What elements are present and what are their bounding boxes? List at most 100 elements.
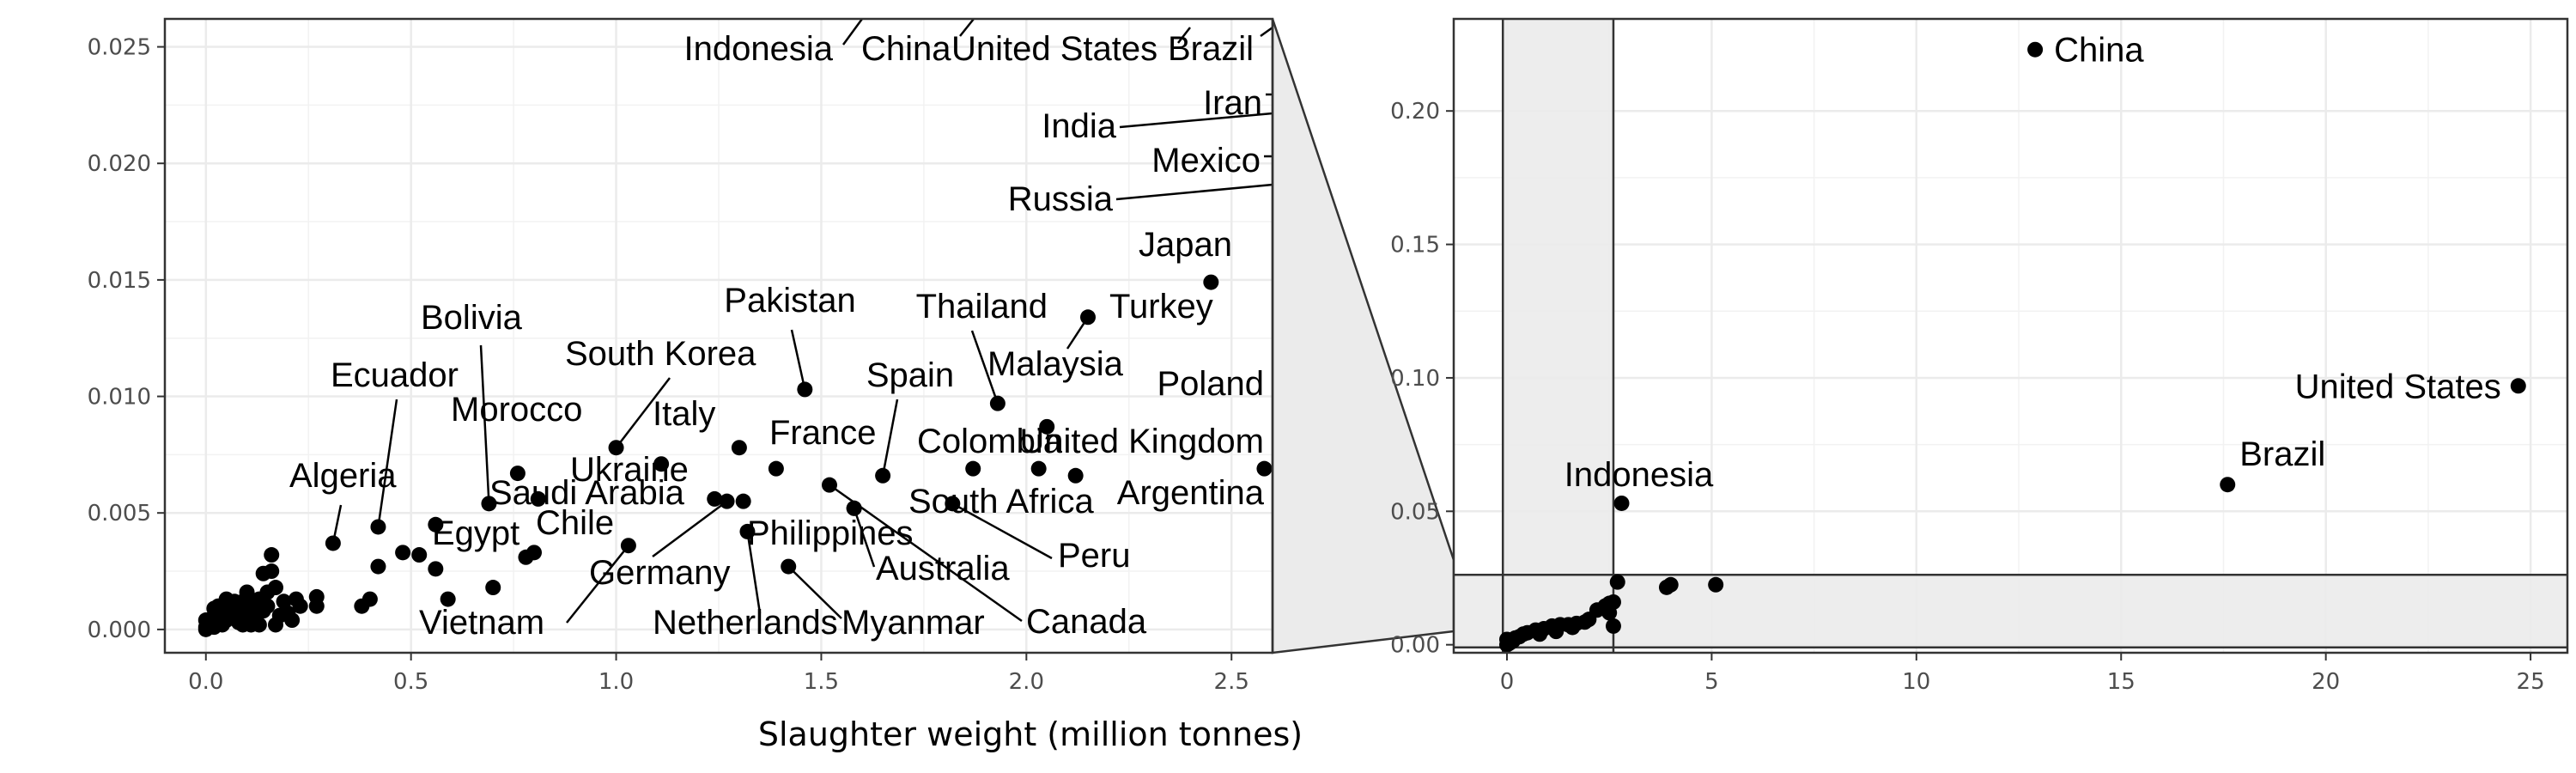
point-label: Egypt xyxy=(432,514,519,552)
data-point xyxy=(1532,626,1548,642)
x-axis-title: Slaughter weight (million tonnes) xyxy=(758,715,1303,753)
data-point xyxy=(526,545,542,561)
zoomed-panel-grid xyxy=(165,19,1273,653)
x-tick-label: 25 xyxy=(2517,669,2545,695)
zoom-highlight-region xyxy=(1454,19,2567,653)
leader-line xyxy=(970,330,999,405)
point-label: Colombia xyxy=(917,423,1063,460)
offscale-point-label: Mexico xyxy=(1151,142,1261,180)
leader-line xyxy=(1260,26,1273,38)
point-label: Japan xyxy=(1139,226,1232,264)
data-point xyxy=(1030,460,1047,477)
point-label: Pakistan xyxy=(724,282,855,320)
y-tick-label: 0.000 xyxy=(88,618,151,643)
x-tick-label: 1.5 xyxy=(804,669,839,695)
point-label: South Korea xyxy=(565,335,756,373)
data-point xyxy=(653,456,670,472)
leader-line xyxy=(951,502,1053,560)
x-tick-label: 0.0 xyxy=(188,669,223,695)
data-point xyxy=(1256,460,1273,477)
zoomed-panel-ticks: 0.0 0.5 1.0 1.5 2.0 2.5 0.000 0.005 0.010 0.015 0.… xyxy=(88,35,1249,695)
x-tick-label: 10 xyxy=(1902,669,1930,695)
data-point xyxy=(2027,41,2044,58)
y-tick-label: 0.05 xyxy=(1390,499,1440,525)
zoomed-panel-points xyxy=(197,274,1273,637)
data-point xyxy=(1601,605,1618,621)
data-point xyxy=(243,617,259,633)
x-tick-label: 0.5 xyxy=(393,669,428,695)
point-label: Italy xyxy=(653,395,715,433)
data-point xyxy=(308,588,325,605)
data-point xyxy=(1548,624,1564,640)
leader-line xyxy=(652,500,728,558)
point-label: Turkey xyxy=(1109,288,1213,326)
data-point xyxy=(509,466,526,482)
point-label: Netherlands xyxy=(653,604,838,642)
point-label: Australia xyxy=(876,550,1010,587)
y-tick-label: 0.20 xyxy=(1390,99,1440,125)
data-point xyxy=(768,460,784,477)
data-point xyxy=(428,516,444,533)
point-label: Germany xyxy=(589,554,731,592)
point-label: France xyxy=(769,414,877,452)
point-label: Peru xyxy=(1058,537,1131,575)
y-tick-label: 0.00 xyxy=(1390,633,1440,659)
zoomed-panel: 0.0 0.5 1.0 1.5 2.0 2.5 0.000 0.005 0.010 0.015 0.… xyxy=(88,18,1273,695)
point-label: China xyxy=(2054,32,2144,70)
point-label: Myanmar xyxy=(841,604,985,642)
leader-line xyxy=(615,377,671,448)
x-tick-label: 15 xyxy=(2107,669,2136,695)
point-label: Indonesia xyxy=(1564,456,1714,494)
point-label: Philippines xyxy=(747,514,913,552)
offscale-point-label: Russia xyxy=(1008,180,1114,218)
leader-line xyxy=(1115,183,1273,201)
point-label: Ukraine xyxy=(570,451,689,489)
offscale-point-label: Indonesia xyxy=(684,30,834,68)
point-label: Canada xyxy=(1026,603,1147,641)
highlight-horizontal-band xyxy=(1454,575,2567,648)
leader-line xyxy=(829,484,1023,623)
leader-line xyxy=(853,508,876,568)
offscale-point-label: China xyxy=(861,30,951,68)
data-point xyxy=(255,565,271,581)
x-tick-label: 0 xyxy=(1500,669,1515,695)
point-label: United Kingdom xyxy=(1019,423,1264,460)
leader-line xyxy=(1177,27,1191,44)
y-tick-label: 0.025 xyxy=(88,35,151,61)
offscale-point-label: United States xyxy=(951,30,1157,68)
data-point xyxy=(1708,576,1724,593)
leader-line xyxy=(959,18,975,37)
data-point xyxy=(1039,418,1055,435)
full-panel: 0 5 10 15 20 25 0.00 0.05 0.10 0.15 0.20 China Unit… xyxy=(1390,17,2569,695)
data-point xyxy=(707,490,723,507)
data-point xyxy=(276,593,292,610)
leader-line xyxy=(479,344,490,504)
data-point xyxy=(485,580,501,596)
point-label: Argentina xyxy=(1117,474,1265,512)
y-tick-label: 0.010 xyxy=(88,385,151,411)
point-label: Bolivia xyxy=(421,299,523,337)
point-label: Thailand xyxy=(916,288,1048,326)
point-label: Brazil xyxy=(2239,435,2325,473)
data-point xyxy=(965,460,981,477)
point-label: Chile xyxy=(536,504,614,542)
y-tick-label: 0.15 xyxy=(1390,233,1440,259)
offscale-point-label: Brazil xyxy=(1168,30,1254,68)
data-point xyxy=(440,591,456,607)
leader-line xyxy=(377,399,398,527)
zoomed-panel-leader-lines xyxy=(331,18,1273,624)
offscale-point-label: India xyxy=(1042,107,1116,145)
y-tick-label: 0.020 xyxy=(88,151,151,177)
x-tick-label: 5 xyxy=(1704,669,1719,695)
data-point xyxy=(395,545,411,561)
data-point xyxy=(1613,495,1630,511)
data-point xyxy=(1605,618,1621,634)
data-point xyxy=(530,490,546,507)
y-tick-label: 0.005 xyxy=(88,501,151,526)
data-point xyxy=(259,598,276,614)
point-label: Algeria xyxy=(289,457,397,495)
point-label: Saudi Arabia xyxy=(489,474,685,512)
point-label: Poland xyxy=(1157,365,1264,403)
data-point xyxy=(210,598,227,614)
point-label: South Africa xyxy=(908,483,1094,520)
